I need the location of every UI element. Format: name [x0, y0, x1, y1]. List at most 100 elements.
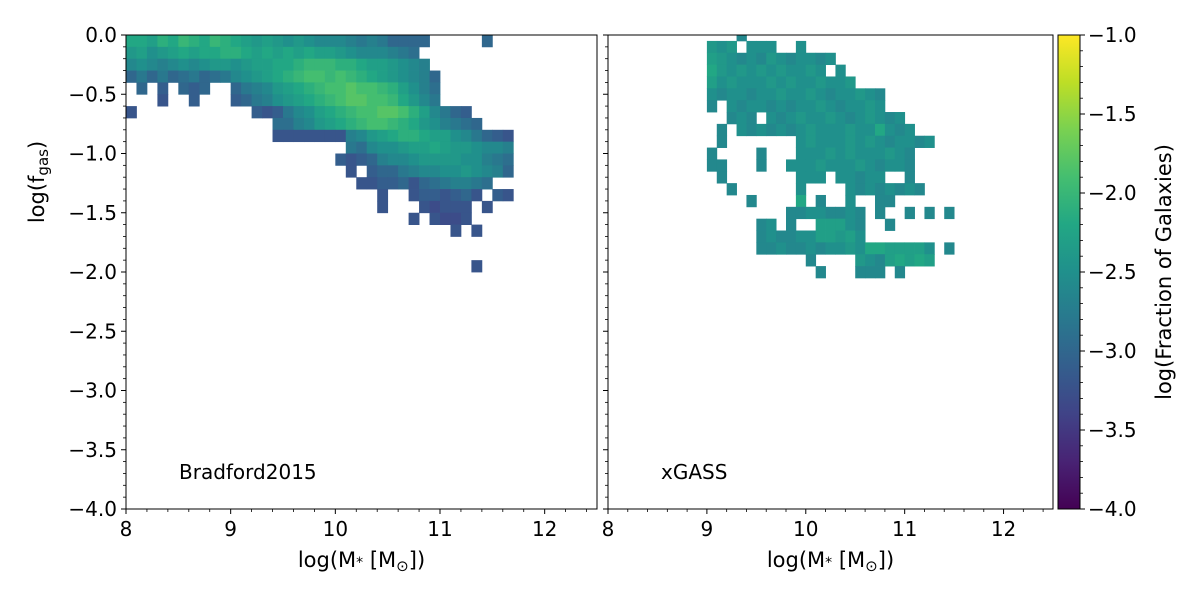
heatmap-cell	[502, 165, 514, 178]
heatmap-cell	[706, 64, 718, 77]
heatmap-cell	[251, 35, 263, 48]
heatmap-cell	[126, 70, 137, 83]
heatmap-cell	[178, 70, 190, 83]
heatmap-cell	[335, 70, 347, 83]
heatmap-cell	[199, 35, 211, 48]
heatmap-cell	[136, 70, 148, 83]
heatmap-cell	[481, 165, 493, 178]
heatmap-cell	[914, 183, 925, 196]
heatmap-cell	[904, 242, 915, 255]
heatmap-cell	[419, 153, 430, 166]
heatmap-cell	[272, 35, 284, 48]
y-tick-label: −3.0	[68, 379, 117, 403]
heatmap-cell	[146, 35, 158, 48]
y-axis-label-text: log(f	[25, 175, 49, 223]
heatmap-cell	[157, 35, 169, 48]
heatmap-cell	[398, 177, 409, 190]
heatmap-cell	[188, 58, 200, 71]
heatmap-cell	[766, 64, 777, 77]
heatmap-cell	[845, 76, 856, 89]
heatmap-cell	[904, 171, 915, 184]
heatmap-cell	[251, 58, 263, 71]
heatmap-cell	[209, 58, 221, 71]
heatmap-cell	[855, 266, 866, 279]
heatmap-cell	[904, 135, 915, 148]
heatmap-cell	[146, 58, 158, 71]
heatmap-cell	[904, 206, 915, 220]
heatmap-cell	[272, 117, 284, 131]
colorbar-tick-label: −2.5	[1088, 260, 1137, 284]
heatmap-cell	[756, 40, 767, 54]
heatmap-cell	[845, 112, 856, 125]
heatmap-cell	[894, 159, 906, 172]
heatmap-cell	[815, 112, 826, 125]
heatmap-cell	[835, 147, 846, 160]
heatmap-cell	[706, 52, 718, 66]
heatmap-cell	[429, 82, 441, 95]
heatmap-cell	[429, 189, 441, 202]
heatmap-cell	[805, 254, 817, 267]
heatmap-cell	[756, 218, 767, 231]
heatmap-cell	[492, 165, 504, 178]
heatmap-cell	[795, 100, 807, 113]
heatmap-cell	[471, 153, 483, 166]
heatmap-cell	[766, 242, 777, 255]
heatmap-cell	[408, 189, 420, 202]
heatmap-cell	[408, 117, 420, 131]
x-tick-label: 10	[323, 517, 348, 541]
heatmap-cell	[716, 171, 728, 184]
heatmap-cell	[875, 123, 886, 137]
heatmap-cell	[356, 106, 368, 119]
heatmap-cell	[875, 242, 886, 255]
heatmap-cell	[865, 135, 876, 148]
heatmap-cell	[471, 129, 483, 143]
heatmap-cell	[408, 165, 420, 178]
heatmap-cell	[460, 153, 472, 166]
heatmap-cell	[324, 129, 336, 143]
heatmap-cell	[884, 194, 896, 208]
heatmap-cell	[188, 82, 200, 95]
heatmap-cell	[136, 35, 148, 48]
heatmap-cell	[845, 206, 856, 220]
heatmap-cell	[387, 46, 399, 60]
heatmap-cell	[845, 194, 856, 208]
heatmap-cell	[241, 94, 252, 107]
heatmap-cell	[262, 82, 273, 95]
heatmap-cell	[272, 70, 284, 83]
heatmap-cell	[766, 88, 777, 101]
heatmap-cell	[230, 94, 242, 107]
heatmap-cell	[293, 129, 305, 143]
heatmap-cell	[178, 82, 190, 95]
heatmap-cell	[419, 200, 430, 214]
heatmap-cell	[825, 52, 836, 66]
heatmap-cell	[924, 254, 935, 267]
x-axis-label-unit: [M	[363, 548, 396, 572]
heatmap-cell	[865, 123, 876, 137]
heatmap-cell	[146, 46, 158, 60]
heatmap-cell	[450, 117, 462, 131]
heatmap-cell	[726, 52, 737, 66]
x-tick-label: 11	[427, 517, 452, 541]
heatmap-cell	[262, 94, 273, 107]
heatmap-cell	[471, 224, 483, 237]
heatmap-cell	[756, 159, 767, 172]
heatmap-cell	[188, 70, 200, 83]
heatmap-cell	[157, 94, 169, 107]
heatmap-cell	[845, 230, 856, 243]
heatmap-cell	[262, 35, 273, 48]
heatmap-cell	[756, 230, 767, 243]
heatmap-cell	[492, 153, 504, 166]
heatmap-cell	[894, 135, 906, 148]
heatmap-cell	[345, 129, 357, 143]
heatmap-cell	[736, 52, 747, 66]
heatmap-cell	[845, 171, 856, 184]
heatmap-cell	[884, 123, 896, 137]
heatmap-cell	[345, 46, 357, 60]
heatmap-cell	[884, 242, 896, 255]
heatmap-cell	[345, 153, 357, 166]
heatmap-cell	[314, 106, 326, 119]
heatmap-cell	[366, 46, 378, 60]
heatmap-cell	[855, 100, 866, 113]
heatmap-cell	[303, 82, 315, 95]
heatmap-cell	[875, 159, 886, 172]
